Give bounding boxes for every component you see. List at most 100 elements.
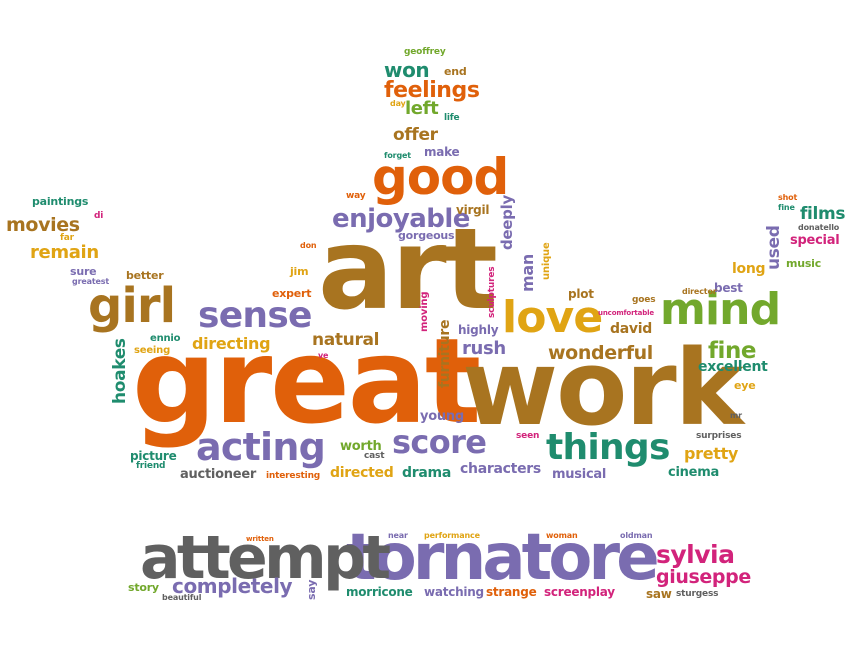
word-jim: jim	[290, 265, 309, 278]
word-attempt: attempt	[140, 523, 391, 593]
word-love: love	[502, 292, 603, 343]
word-near: near	[388, 531, 408, 540]
word-screenplay: screenplay	[544, 585, 615, 599]
word-beautiful: beautiful	[162, 593, 202, 602]
word-uncomfortable: uncomfortable	[598, 309, 654, 317]
word-directing: directing	[192, 334, 271, 353]
word-characters: characters	[460, 461, 541, 477]
word-tornatore: tornatore	[346, 521, 660, 595]
word-pretty: pretty	[684, 444, 739, 463]
word-left: left	[405, 98, 439, 119]
word-directed: directed	[330, 465, 394, 481]
word-surprises: surprises	[696, 431, 742, 441]
word-don: don	[300, 241, 317, 250]
word-friend: friend	[136, 461, 166, 471]
word-young: young	[420, 409, 464, 424]
word-films: films	[800, 204, 846, 224]
word-di: di	[94, 211, 104, 221]
word-giuseppe: giuseppe	[656, 566, 751, 588]
word-david: david	[610, 321, 653, 337]
word-good: good	[372, 148, 509, 206]
word-make: make	[424, 145, 460, 159]
word-woman: woman	[546, 531, 578, 540]
word-great: great	[132, 312, 481, 450]
word-highly: highly	[458, 323, 499, 337]
word-man: man	[518, 254, 537, 292]
word-work: work	[462, 327, 744, 449]
word-cast: cast	[364, 451, 385, 461]
word-ennio: ennio	[150, 333, 181, 344]
word-say: say	[305, 579, 318, 600]
word-enjoyable: enjoyable	[332, 204, 470, 234]
word-virgil: virgil	[456, 203, 490, 217]
word-greatest: greatest	[72, 277, 110, 286]
word-remain: remain	[30, 242, 99, 263]
word-mind: mind	[660, 284, 781, 335]
word-better: better	[126, 269, 164, 282]
word-drama: drama	[402, 465, 452, 481]
word-sense: sense	[198, 295, 312, 336]
word-oldman: oldman	[620, 531, 653, 540]
word-far: far	[60, 233, 74, 243]
word-girl: girl	[88, 278, 176, 334]
word-interesting: interesting	[266, 471, 321, 481]
word-sure: sure	[70, 265, 97, 278]
word-shot: shot	[778, 193, 798, 202]
word-furniture: furniture	[437, 319, 453, 388]
word-things: things	[546, 427, 670, 468]
word-natural: natural	[312, 330, 380, 350]
word-art: art	[318, 205, 498, 335]
word-gorgeous: gorgeous	[398, 229, 455, 242]
word-goes: goes	[632, 295, 656, 305]
word-donatello: donatello	[798, 223, 840, 232]
word-sculptures: sculptures	[487, 266, 497, 318]
word-worth: worth	[340, 439, 382, 454]
word-offer: offer	[393, 125, 438, 145]
word-sylvia: sylvia	[656, 540, 735, 569]
word-acting: acting	[196, 425, 326, 469]
word-written: written	[246, 535, 274, 543]
word-rush: rush	[462, 338, 506, 359]
word-plot: plot	[568, 287, 594, 301]
word-auctioneer: auctioneer	[180, 467, 257, 482]
word-story: story	[128, 581, 159, 594]
word-fine-small: fine	[778, 203, 795, 212]
word-hoakes: hoakes	[110, 338, 130, 404]
word-used: used	[764, 225, 784, 270]
word-end: end	[444, 65, 467, 78]
word-seen: seen	[516, 431, 540, 441]
word-way: way	[346, 191, 366, 201]
word-musical: musical	[552, 467, 607, 482]
word-mr: mr	[730, 411, 742, 420]
word-picture: picture	[130, 449, 177, 463]
word-director: director	[682, 287, 717, 296]
word-won: won	[384, 58, 430, 82]
word-geoffrey: geoffrey	[404, 47, 446, 57]
word-watching: watching	[424, 585, 484, 599]
word-unique: unique	[541, 242, 552, 280]
word-movies: movies	[6, 214, 80, 236]
word-morricone: morricone	[346, 585, 413, 599]
word-eye: eye	[734, 379, 756, 392]
word-forget: forget	[384, 151, 411, 160]
word-special: special	[790, 233, 840, 248]
word-best: best	[714, 281, 743, 295]
word-long: long	[732, 261, 766, 277]
word-music: music	[786, 257, 822, 270]
word-expert: expert	[272, 287, 312, 300]
word-ve: ve	[318, 351, 329, 360]
word-feelings: feelings	[384, 78, 480, 103]
word-sturgess: sturgess	[676, 589, 719, 599]
word-life: life	[444, 113, 460, 123]
word-strange: strange	[486, 585, 537, 599]
word-fine: fine	[708, 338, 757, 364]
word-moving: moving	[419, 291, 430, 332]
word-completely: completely	[172, 574, 293, 598]
word-performance: performance	[424, 531, 480, 540]
word-excellent: excellent	[698, 359, 768, 375]
word-seeing: seeing	[134, 345, 171, 356]
word-saw: saw	[646, 587, 672, 601]
word-paintings: paintings	[32, 195, 89, 208]
word-day: day	[390, 99, 406, 108]
